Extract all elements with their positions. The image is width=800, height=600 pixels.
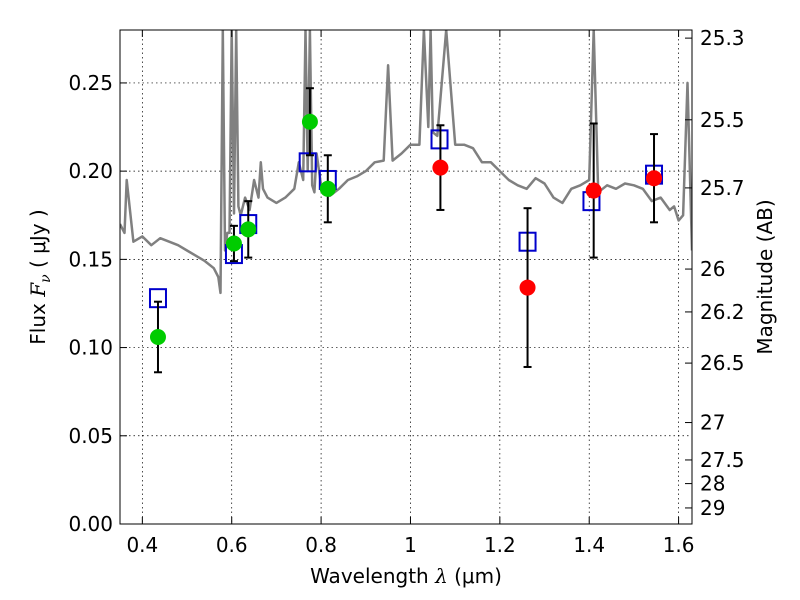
mag-tick-label: 26 [700,257,725,281]
ir_observed-point [519,279,536,296]
x-axis-label: Wavelength λ (μm) [310,564,502,588]
x-tick-label: 1 [404,533,417,557]
x-tick-label: 0.4 [126,533,158,557]
y-axis-label: Flux Fν ( μJy ) [26,209,54,344]
plot-area [120,30,692,374]
ticks: 0.4 0.6 0.8 1 1.2 1.4 1.6 0.00 0.05 0.10 0.15 0.20 0… [68,26,744,557]
mag-tick-label: 29 [700,496,725,520]
mag-tick-label: 25.5 [700,108,745,132]
y2-axis-label: Magnitude (AB) [753,199,777,354]
model_spectrum-line [120,30,692,295]
x-tick-label: 1.4 [573,533,605,557]
series-group [120,30,692,374]
mag-tick-label: 25.3 [700,26,745,50]
mag-tick-label: 27 [700,411,725,435]
mag-tick-label: 26.5 [700,351,745,375]
y-tick-label: 0.00 [68,512,113,536]
x-tick-label: 1.6 [663,533,695,557]
hst_observed-point [319,180,336,197]
model_photometry-point [298,152,317,173]
x-tick-label: 0.8 [305,533,337,557]
mag-tick-label: 27.5 [700,448,745,472]
hst_observed-point [225,235,242,252]
y-tick-label: 0.25 [68,71,113,95]
mag-tick-label: 26.2 [700,300,745,324]
y-tick-label: 0.20 [68,159,113,183]
y-tick-label: 0.05 [68,424,113,448]
plot-frame [119,29,693,525]
hst_observed-point [301,113,318,130]
mag-tick-label: 28 [700,472,725,496]
y-tick-label: 0.10 [68,336,113,360]
ir_observed-point [646,170,663,187]
ir_observed-point [585,182,602,199]
y-tick-label: 0.15 [68,247,113,271]
x-tick-label: 1.2 [484,533,516,557]
x-tick-label: 0.6 [216,533,248,557]
ir_observed-point [432,159,449,176]
hst_observed-point [240,221,257,238]
hst_observed-point [149,328,166,345]
mag-tick-label: 25.7 [700,176,745,200]
